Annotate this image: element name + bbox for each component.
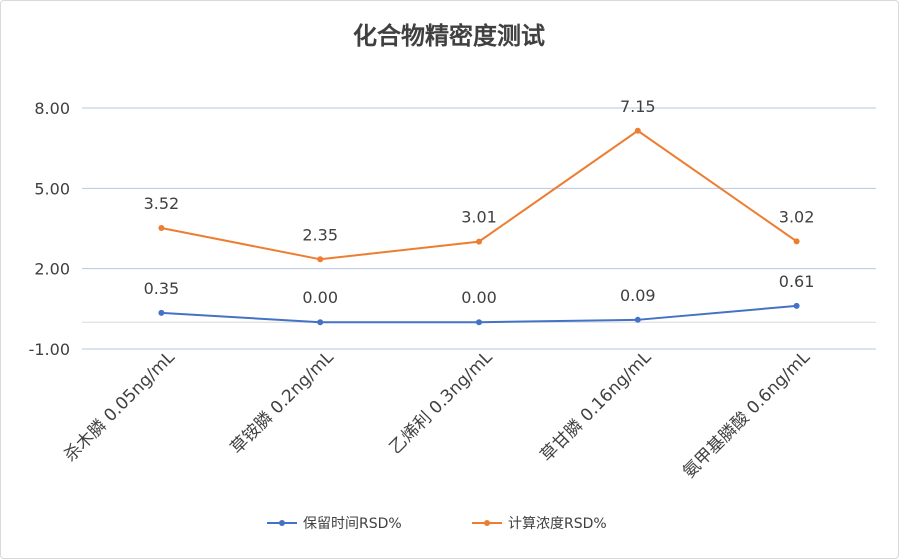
data-point xyxy=(317,319,324,326)
y-axis: 8.00 5.00 2.00 -1.00 xyxy=(29,99,70,359)
x-tick-label: 杀木膦 0.05ng/mL xyxy=(60,347,179,466)
data-label: 3.52 xyxy=(144,194,180,213)
y-tick-label: 2.00 xyxy=(34,260,70,279)
data-label: 0.35 xyxy=(144,279,180,298)
data-label: 0.09 xyxy=(620,286,656,305)
data-point xyxy=(158,309,165,316)
y-tick-label: 5.00 xyxy=(34,179,70,198)
data-label: 7.15 xyxy=(620,97,656,116)
x-axis: 杀木膦 0.05ng/mL 草铵膦 0.2ng/mL 乙烯利 0.3ng/mL 草甘膦… xyxy=(60,347,814,482)
legend-marker xyxy=(279,520,285,526)
data-point xyxy=(793,302,800,309)
data-label: 0.00 xyxy=(461,288,497,307)
data-label: 3.01 xyxy=(461,208,497,227)
x-tick-label: 乙烯利 0.3ng/mL xyxy=(386,347,497,458)
data-label: 2.35 xyxy=(302,225,338,244)
data-point xyxy=(476,238,482,245)
data-label: 0.00 xyxy=(302,288,338,307)
data-point xyxy=(634,316,641,323)
x-tick-label: 草铵膦 0.2ng/mL xyxy=(227,347,338,458)
y-tick-label: -1.00 xyxy=(29,340,70,359)
legend: 保留时间RSD% 计算浓度RSD% xyxy=(267,516,607,532)
data-point xyxy=(158,224,165,231)
data-labels: 0.35 0.00 0.00 0.09 0.61 3.52 2.35 3.01 7.15 3.02 xyxy=(144,97,815,307)
legend-label: 保留时间RSD% xyxy=(303,516,402,532)
data-label: 3.02 xyxy=(779,207,815,226)
data-point xyxy=(634,127,641,134)
legend-label: 计算浓度RSD% xyxy=(508,516,607,532)
legend-marker xyxy=(484,520,490,526)
y-tick-label: 8.00 xyxy=(34,99,70,118)
data-point xyxy=(317,256,324,263)
x-tick-label: 氨甲基膦酸 0.6ng/mL xyxy=(679,347,814,482)
grid-lines xyxy=(82,107,876,350)
data-point xyxy=(793,238,800,245)
data-label: 0.61 xyxy=(779,272,815,291)
series-group xyxy=(158,127,800,326)
x-tick-label: 草甘膦 0.16ng/mL xyxy=(537,347,656,466)
chart-title: 化合物精密度测试 xyxy=(353,22,545,50)
data-point xyxy=(476,319,482,326)
